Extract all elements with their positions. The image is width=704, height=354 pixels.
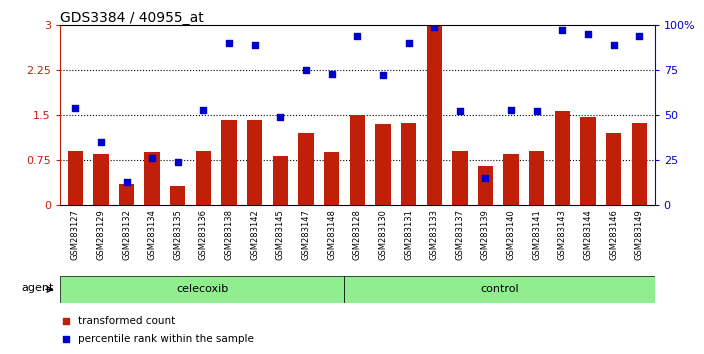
Text: GSM283143: GSM283143 bbox=[558, 209, 567, 260]
Text: GSM283146: GSM283146 bbox=[609, 209, 618, 260]
Text: GSM283138: GSM283138 bbox=[225, 209, 234, 260]
Text: GSM283131: GSM283131 bbox=[404, 209, 413, 260]
Text: GSM283142: GSM283142 bbox=[250, 209, 259, 259]
Text: celecoxib: celecoxib bbox=[176, 284, 228, 295]
Text: GSM283127: GSM283127 bbox=[70, 209, 80, 260]
Text: GSM283135: GSM283135 bbox=[173, 209, 182, 260]
Point bbox=[429, 24, 440, 29]
Bar bbox=[478, 166, 494, 205]
Point bbox=[505, 107, 517, 113]
Bar bbox=[298, 133, 314, 205]
Bar bbox=[93, 154, 108, 205]
Point bbox=[634, 33, 645, 39]
Text: GSM283141: GSM283141 bbox=[532, 209, 541, 259]
Point bbox=[223, 40, 234, 46]
Point bbox=[351, 33, 363, 39]
Bar bbox=[324, 152, 339, 205]
Point bbox=[582, 31, 593, 37]
Text: GSM283134: GSM283134 bbox=[148, 209, 157, 260]
Text: GSM283145: GSM283145 bbox=[276, 209, 285, 259]
Point bbox=[454, 109, 465, 114]
Bar bbox=[427, 26, 442, 205]
Point bbox=[198, 107, 209, 113]
Bar bbox=[344, 276, 655, 303]
Text: transformed count: transformed count bbox=[77, 316, 175, 326]
Bar bbox=[350, 115, 365, 205]
Text: GSM283140: GSM283140 bbox=[507, 209, 515, 259]
Bar bbox=[68, 151, 83, 205]
Point bbox=[60, 337, 71, 342]
Text: GSM283132: GSM283132 bbox=[122, 209, 131, 260]
Text: GSM283139: GSM283139 bbox=[481, 209, 490, 260]
Point bbox=[531, 109, 542, 114]
Point bbox=[301, 67, 312, 73]
Point bbox=[557, 27, 568, 33]
Bar bbox=[401, 123, 416, 205]
Bar bbox=[196, 151, 211, 205]
Bar bbox=[631, 123, 647, 205]
Bar bbox=[503, 154, 519, 205]
Bar bbox=[375, 124, 391, 205]
Text: GDS3384 / 40955_at: GDS3384 / 40955_at bbox=[60, 11, 203, 25]
Point bbox=[608, 42, 620, 47]
Text: GSM283129: GSM283129 bbox=[96, 209, 106, 259]
Text: GSM283144: GSM283144 bbox=[584, 209, 593, 259]
Text: agent: agent bbox=[21, 283, 54, 293]
Bar bbox=[60, 276, 344, 303]
Text: GSM283130: GSM283130 bbox=[379, 209, 387, 260]
Point bbox=[95, 139, 106, 145]
Point bbox=[326, 71, 337, 76]
Text: GSM283148: GSM283148 bbox=[327, 209, 336, 260]
Bar bbox=[555, 111, 570, 205]
Bar bbox=[272, 156, 288, 205]
Text: GSM283137: GSM283137 bbox=[455, 209, 465, 260]
Bar bbox=[580, 118, 596, 205]
Bar bbox=[247, 120, 263, 205]
Point bbox=[275, 114, 286, 120]
Point bbox=[60, 318, 71, 324]
Text: GSM283133: GSM283133 bbox=[429, 209, 439, 260]
Point bbox=[403, 40, 414, 46]
Bar bbox=[452, 151, 467, 205]
Bar bbox=[170, 186, 185, 205]
Text: percentile rank within the sample: percentile rank within the sample bbox=[77, 335, 253, 344]
Bar bbox=[529, 151, 544, 205]
Bar bbox=[119, 184, 134, 205]
Point bbox=[70, 105, 81, 111]
Bar bbox=[221, 120, 237, 205]
Point bbox=[377, 73, 389, 78]
Point bbox=[249, 42, 260, 47]
Text: GSM283147: GSM283147 bbox=[301, 209, 310, 260]
Point bbox=[172, 159, 184, 165]
Bar bbox=[606, 133, 622, 205]
Point bbox=[146, 155, 158, 161]
Text: GSM283149: GSM283149 bbox=[635, 209, 644, 259]
Point bbox=[121, 179, 132, 185]
Point bbox=[480, 176, 491, 181]
Bar bbox=[144, 152, 160, 205]
Text: control: control bbox=[480, 284, 519, 295]
Text: GSM283128: GSM283128 bbox=[353, 209, 362, 260]
Text: GSM283136: GSM283136 bbox=[199, 209, 208, 260]
